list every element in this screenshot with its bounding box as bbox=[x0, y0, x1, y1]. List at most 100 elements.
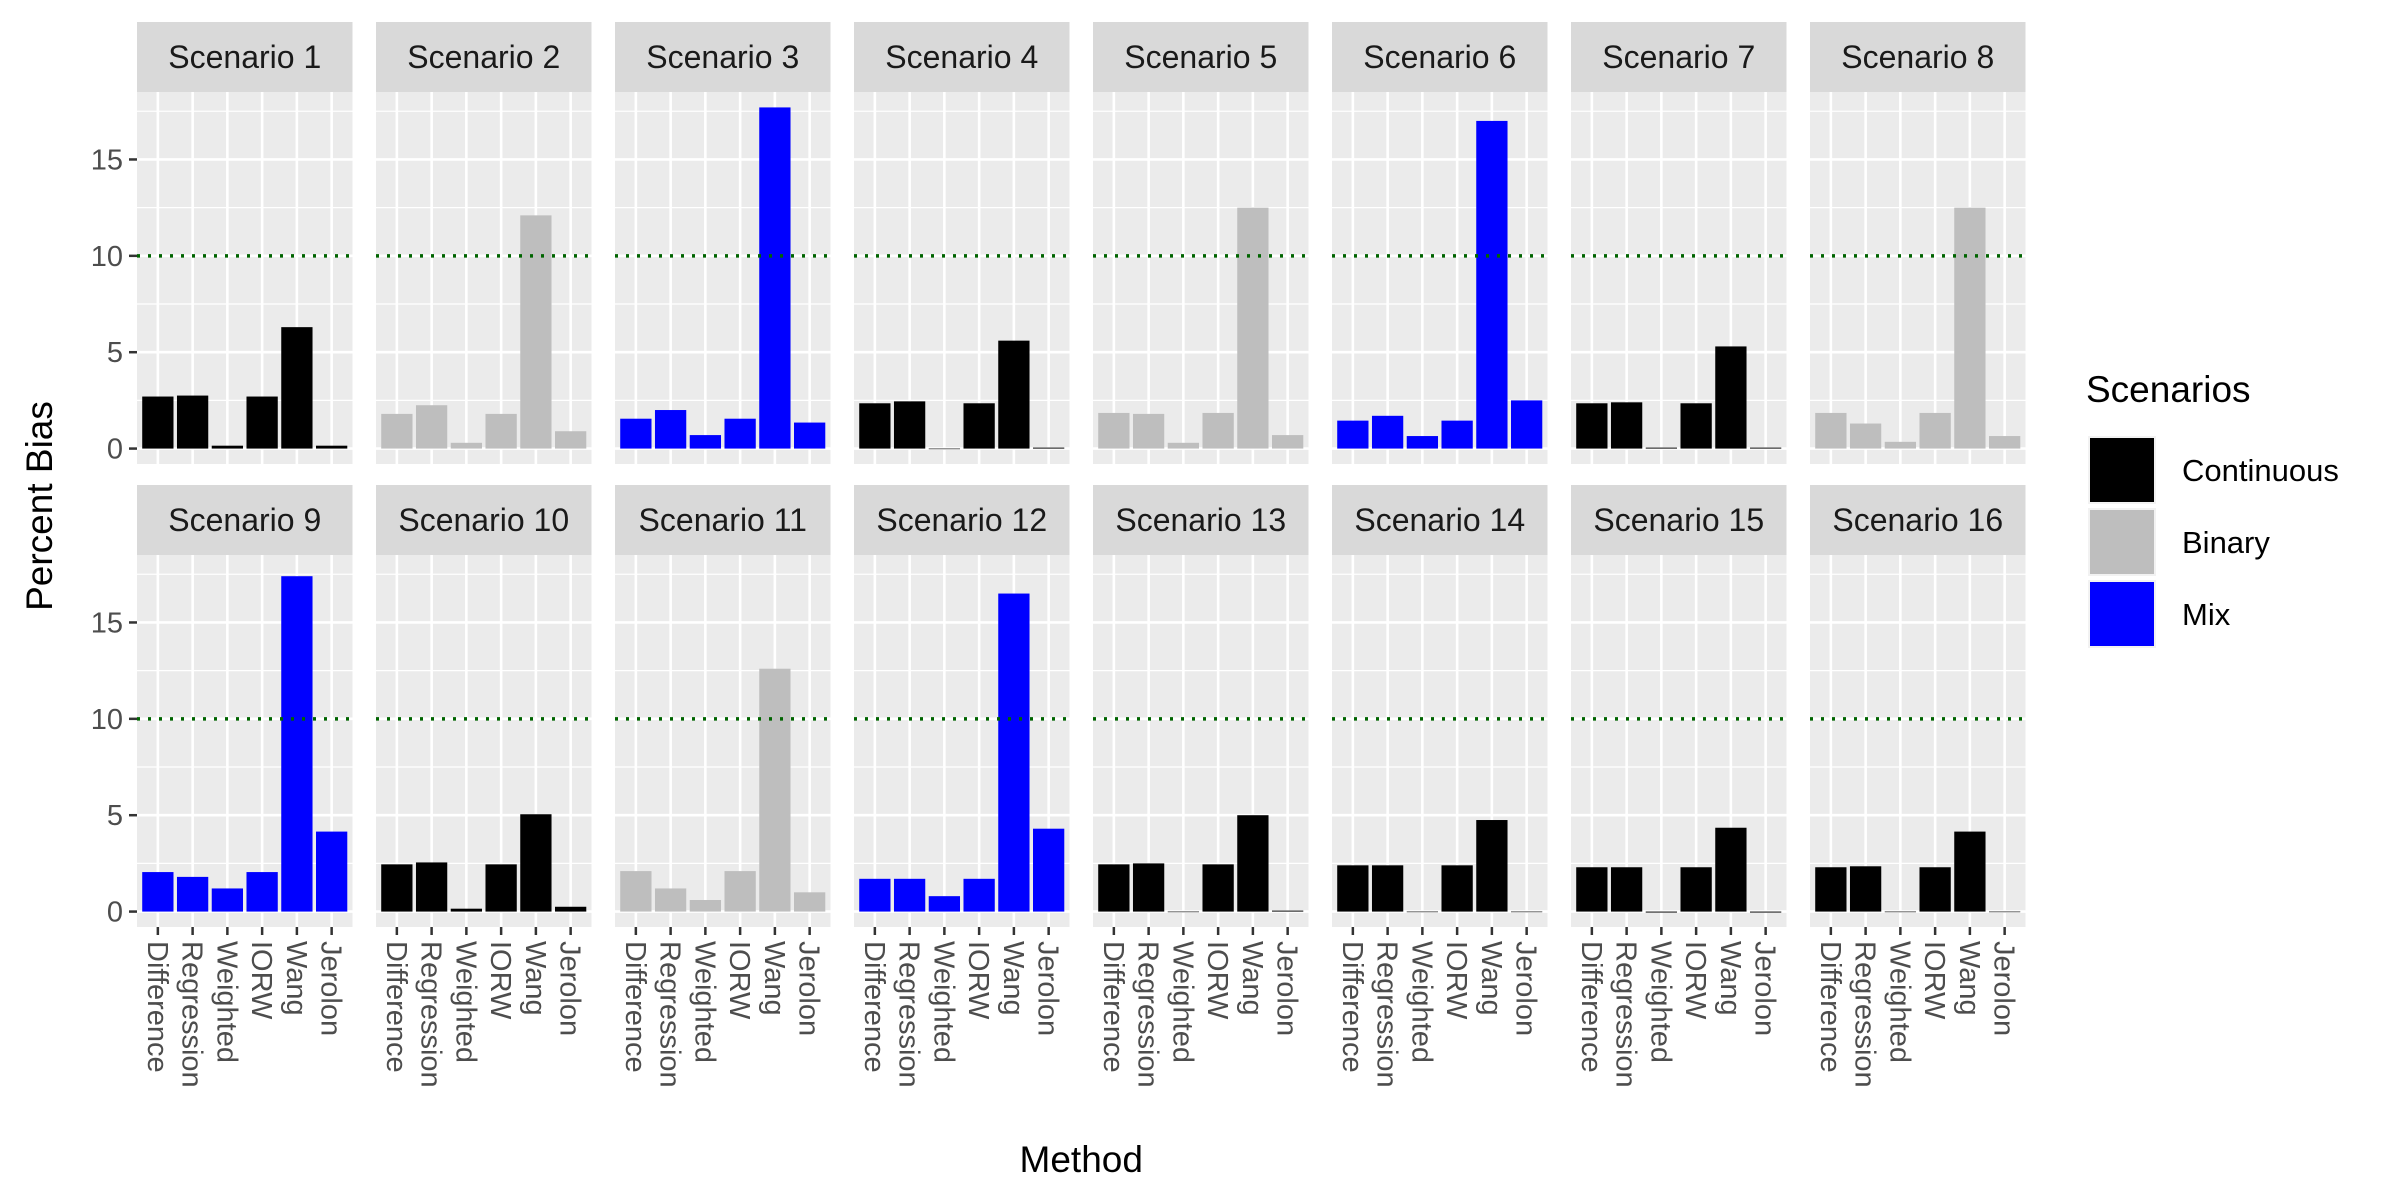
bar bbox=[1441, 420, 1473, 449]
bar bbox=[316, 831, 348, 912]
x-tick-label: Jerolon bbox=[1988, 941, 2020, 1036]
bar bbox=[1132, 863, 1165, 912]
panel-background bbox=[615, 555, 831, 927]
bar bbox=[1815, 412, 1847, 449]
x-tick-label: Weighted bbox=[688, 941, 720, 1063]
bar bbox=[1406, 436, 1439, 449]
x-tick-label: Weighted bbox=[927, 941, 959, 1063]
x-tick-label: Difference bbox=[380, 941, 412, 1073]
legend-label: Continuous bbox=[2182, 453, 2339, 488]
bar bbox=[1815, 867, 1847, 912]
facet-strip-label: Scenario 1 bbox=[168, 39, 321, 75]
bar bbox=[1680, 867, 1712, 912]
facet-strip bbox=[615, 22, 831, 92]
x-tick-label: Weighted bbox=[1166, 941, 1198, 1063]
bar bbox=[415, 862, 448, 912]
bar bbox=[1919, 412, 1951, 449]
x-tick-label: Wang bbox=[1953, 941, 1985, 1016]
bar bbox=[1954, 207, 1986, 449]
x-tick-label: Regression bbox=[1610, 941, 1642, 1088]
facet-strip bbox=[1810, 485, 2026, 555]
legend-title: Scenarios bbox=[2086, 369, 2251, 410]
y-tick-label: 0 bbox=[107, 897, 123, 929]
bar bbox=[1167, 911, 1200, 913]
bar bbox=[963, 878, 995, 912]
facet-strip bbox=[1093, 485, 1309, 555]
facet-strip-label: Scenario 8 bbox=[1841, 39, 1994, 75]
bar bbox=[520, 814, 552, 912]
bar bbox=[1645, 447, 1678, 449]
bar bbox=[176, 395, 209, 449]
bar bbox=[859, 403, 891, 449]
x-axis-title: Method bbox=[1020, 1139, 1143, 1180]
panel-background bbox=[854, 92, 1070, 464]
facet-strip-label: Scenario 10 bbox=[398, 502, 569, 538]
bar bbox=[176, 876, 209, 912]
x-tick-label: Jerolon bbox=[1271, 941, 1303, 1036]
bar bbox=[654, 410, 687, 449]
x-tick-label: IORW bbox=[484, 941, 516, 1020]
bar bbox=[142, 396, 174, 449]
bar bbox=[1098, 864, 1130, 912]
legend-swatch bbox=[2090, 438, 2154, 502]
bar bbox=[1272, 910, 1304, 912]
x-tick-label: IORW bbox=[245, 941, 277, 1020]
bar bbox=[1098, 412, 1130, 449]
bar bbox=[1202, 864, 1234, 912]
bar bbox=[450, 442, 483, 449]
x-tick-label: Regression bbox=[654, 941, 686, 1088]
bar bbox=[1441, 865, 1473, 912]
bar bbox=[1884, 911, 1917, 913]
x-tick-label: Weighted bbox=[1644, 941, 1676, 1063]
bar bbox=[1237, 207, 1269, 449]
y-axis-tick-labels: 0 5 10 15 0 5 10 15 bbox=[91, 144, 137, 929]
panel-background bbox=[1093, 92, 1309, 464]
x-tick-label: Jerolon bbox=[1510, 941, 1542, 1036]
facet-panel: Scenario 7 bbox=[1571, 22, 1787, 464]
facet-panel: Scenario 1 bbox=[137, 22, 353, 464]
bar bbox=[1715, 346, 1747, 449]
bar bbox=[381, 864, 413, 912]
y-tick-label: 0 bbox=[107, 434, 123, 466]
legend-label: Mix bbox=[2182, 597, 2231, 632]
y-axis-title: Percent Bias bbox=[19, 401, 60, 611]
facet-strip bbox=[137, 22, 353, 92]
bar bbox=[1954, 831, 1986, 912]
bar bbox=[1576, 867, 1608, 912]
x-tick-label: Regression bbox=[415, 941, 447, 1088]
x-tick-label: Difference bbox=[1336, 941, 1368, 1073]
bar bbox=[1849, 866, 1882, 912]
x-tick-label: Regression bbox=[893, 941, 925, 1088]
x-tick-label: Wang bbox=[1236, 941, 1268, 1016]
bar bbox=[142, 872, 174, 912]
x-tick-label: Regression bbox=[1849, 941, 1881, 1088]
bar bbox=[794, 892, 826, 912]
facet-panel: Scenario 16 Difference Regression Weighted I… bbox=[1810, 485, 2026, 1088]
bar bbox=[998, 593, 1030, 912]
x-tick-label: Regression bbox=[1132, 941, 1164, 1088]
bar bbox=[1167, 442, 1200, 449]
x-tick-label: Jerolon bbox=[793, 941, 825, 1036]
bar bbox=[759, 668, 791, 912]
bar bbox=[1849, 423, 1882, 449]
x-tick-label: Difference bbox=[1575, 941, 1607, 1073]
y-tick-label: 5 bbox=[107, 337, 123, 369]
x-tick-label: Regression bbox=[1371, 941, 1403, 1088]
facet-panel: Scenario 12 Difference Regression Weighted I… bbox=[854, 485, 1070, 1088]
facet-strip-label: Scenario 4 bbox=[885, 39, 1038, 75]
bar bbox=[1202, 412, 1234, 449]
x-tick-label: Wang bbox=[758, 941, 790, 1016]
bar bbox=[1337, 865, 1369, 912]
facet-panels: Scenario 1 Scenario 2 Scenario 3 Scenario 4… bbox=[137, 22, 2026, 1088]
x-tick-label: Weighted bbox=[210, 941, 242, 1063]
facet-strip-label: Scenario 15 bbox=[1593, 502, 1764, 538]
bar bbox=[1371, 865, 1404, 912]
panel-background bbox=[1810, 555, 2026, 927]
x-tick-label: Wang bbox=[280, 941, 312, 1016]
bar bbox=[1132, 413, 1165, 449]
facet-strip bbox=[1571, 22, 1787, 92]
bar bbox=[1750, 447, 1782, 449]
facet-strip-label: Scenario 6 bbox=[1363, 39, 1516, 75]
facet-strip bbox=[137, 485, 353, 555]
bar bbox=[555, 906, 587, 912]
